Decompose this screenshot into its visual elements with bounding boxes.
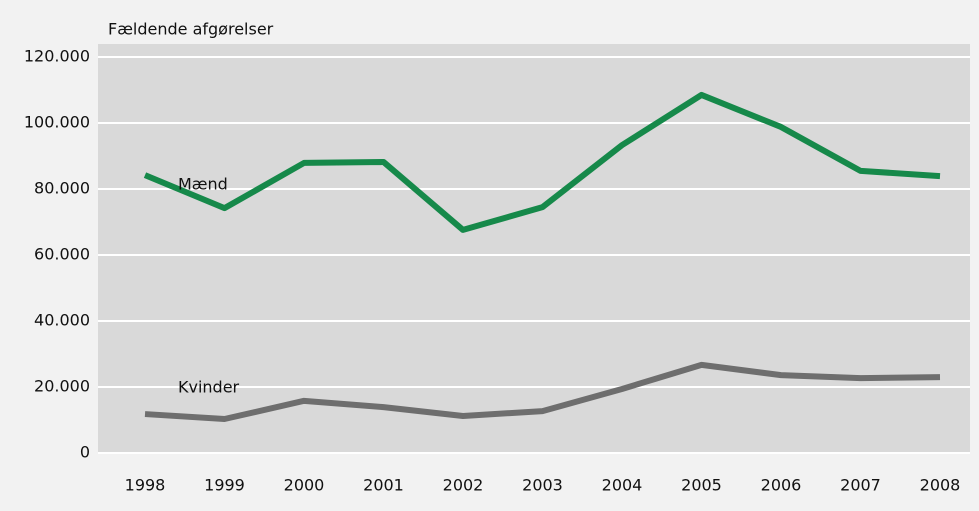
y-tick-label: 40.000 (34, 311, 90, 330)
x-tick-label: 2006 (761, 476, 802, 495)
series-label: Kvinder (178, 378, 240, 397)
plot-area (98, 44, 970, 453)
y-tick-label: 80.000 (34, 179, 90, 198)
x-tick-label: 2004 (602, 476, 643, 495)
x-tick-label: 2001 (363, 476, 404, 495)
x-tick-label: 1998 (125, 476, 166, 495)
x-tick-label: 2003 (522, 476, 563, 495)
y-tick-label: 20.000 (34, 377, 90, 396)
series-line (144, 361, 941, 423)
y-tick-label: 60.000 (34, 245, 90, 264)
series-line (143, 91, 941, 233)
y-tick-label: 0 (80, 443, 90, 462)
y-axis-title: Fældende afgørelser (108, 20, 274, 39)
x-tick-label: 2008 (920, 476, 961, 495)
y-tick-label: 120.000 (24, 47, 90, 66)
series-label: Mænd (178, 175, 228, 194)
x-tick-label: 2007 (840, 476, 881, 495)
x-tick-label: 2002 (443, 476, 484, 495)
y-tick-label: 100.000 (24, 113, 90, 132)
x-tick-label: 2000 (284, 476, 325, 495)
x-tick-label: 2005 (681, 476, 722, 495)
x-tick-label: 1999 (204, 476, 245, 495)
